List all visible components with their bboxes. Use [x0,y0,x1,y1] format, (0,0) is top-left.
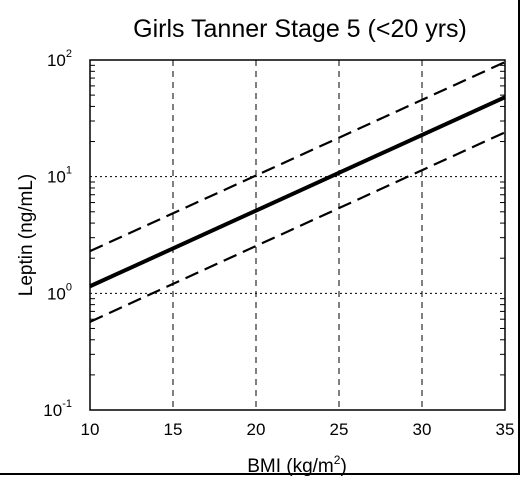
y-tick-exponent: 1 [66,165,72,177]
y-tick-base: 10 [47,51,66,70]
series-line-solid-thick [89,95,506,289]
chart-title: Girls Tanner Stage 5 (<20 yrs) [133,15,467,43]
x-axis-label-text: BMI (kg/m [247,456,334,477]
x-axis-label-end: ) [340,456,346,477]
y-tick-exponent: -1 [62,398,72,410]
series-group [89,61,506,323]
series-line-dashed-lower [89,131,506,323]
y-tick-label: 100 [47,281,72,303]
series-line-dashed-upper [89,61,506,253]
y-tick-label: 10-1 [43,398,72,420]
y-tick-label: 101 [47,165,72,187]
y-tick-label: 102 [47,48,72,70]
plot-area [89,59,506,411]
x-tick-label: 15 [164,420,183,439]
y-tick-base: 10 [47,284,66,303]
x-axis-label: BMI (kg/m2) [247,453,347,477]
x-tick-label: 30 [413,420,432,439]
x-tick-label: 35 [496,420,515,439]
x-tick-label: 20 [247,420,266,439]
x-tick-label: 25 [330,420,349,439]
y-tick-base: 10 [47,168,66,187]
y-tick-base: 10 [43,401,62,420]
y-tick-exponent: 0 [66,281,72,293]
x-ticks: 10 15 20 25 30 35 [81,420,515,439]
grid [90,60,505,410]
y-axis-label: Leptin (ng/mL) [16,174,37,297]
x-tick-label: 10 [81,420,100,439]
y-tick-exponent: 2 [66,48,72,60]
x-axis-label-superscript: 2 [334,453,341,467]
